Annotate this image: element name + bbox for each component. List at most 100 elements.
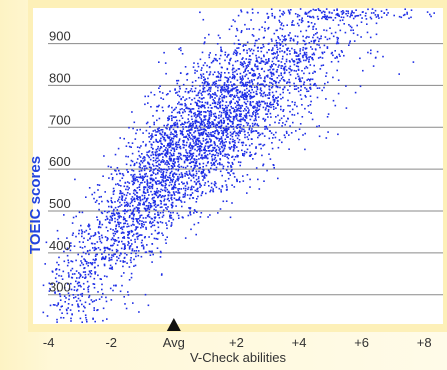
y-tick-400: 400 bbox=[49, 238, 71, 253]
data-point bbox=[200, 128, 203, 131]
data-point bbox=[240, 81, 242, 83]
data-point bbox=[218, 162, 221, 164]
data-point bbox=[164, 132, 167, 135]
data-point bbox=[225, 153, 228, 156]
data-point bbox=[138, 189, 141, 191]
data-point bbox=[122, 226, 125, 228]
data-point bbox=[231, 169, 233, 171]
data-point bbox=[245, 114, 248, 117]
data-point bbox=[212, 134, 214, 136]
data-point bbox=[154, 203, 157, 206]
data-point bbox=[229, 216, 232, 219]
data-point bbox=[139, 199, 142, 202]
data-point bbox=[175, 173, 177, 176]
data-point bbox=[235, 90, 238, 92]
data-point bbox=[157, 145, 159, 148]
data-point bbox=[227, 136, 229, 138]
data-point bbox=[269, 130, 271, 132]
data-point bbox=[170, 139, 173, 141]
data-point bbox=[246, 192, 248, 194]
data-point bbox=[230, 126, 233, 128]
data-point bbox=[55, 268, 58, 270]
data-point bbox=[112, 289, 114, 292]
data-point bbox=[148, 132, 150, 135]
data-point bbox=[307, 11, 310, 14]
data-point bbox=[228, 62, 230, 64]
data-point bbox=[186, 156, 188, 159]
data-point bbox=[225, 84, 228, 86]
data-point bbox=[169, 140, 172, 142]
data-point bbox=[245, 65, 248, 67]
data-point bbox=[232, 76, 234, 78]
data-point bbox=[193, 167, 195, 169]
data-point bbox=[256, 68, 259, 70]
data-point bbox=[127, 291, 129, 293]
data-point bbox=[137, 235, 140, 238]
data-point bbox=[204, 151, 206, 154]
data-point bbox=[189, 90, 192, 92]
data-point bbox=[125, 145, 128, 147]
data-point bbox=[245, 113, 247, 115]
data-point bbox=[184, 185, 187, 187]
data-point bbox=[65, 308, 68, 311]
data-point bbox=[298, 14, 301, 17]
data-point bbox=[122, 261, 125, 263]
data-point bbox=[224, 153, 226, 156]
data-point bbox=[235, 134, 237, 137]
data-point bbox=[236, 52, 238, 55]
data-point bbox=[281, 28, 284, 31]
data-point bbox=[143, 165, 145, 168]
data-point bbox=[230, 25, 233, 27]
data-point bbox=[87, 288, 90, 291]
data-point bbox=[154, 153, 157, 156]
data-point bbox=[193, 164, 196, 167]
data-point bbox=[184, 166, 187, 169]
data-point bbox=[210, 164, 213, 167]
data-point bbox=[182, 111, 184, 114]
data-point bbox=[223, 96, 226, 99]
data-point bbox=[338, 14, 340, 16]
data-point bbox=[270, 132, 273, 134]
data-point bbox=[218, 97, 221, 100]
data-point bbox=[184, 66, 187, 68]
data-point bbox=[191, 148, 194, 150]
data-point bbox=[197, 62, 199, 65]
data-point bbox=[201, 154, 203, 156]
data-point bbox=[239, 127, 242, 129]
data-point bbox=[194, 159, 196, 161]
data-point bbox=[177, 192, 179, 194]
data-point bbox=[244, 98, 246, 101]
data-point bbox=[252, 83, 254, 85]
data-point bbox=[227, 85, 229, 88]
data-point bbox=[204, 139, 207, 141]
data-point bbox=[200, 92, 202, 95]
data-point bbox=[207, 93, 210, 96]
data-point bbox=[140, 234, 143, 236]
data-point bbox=[326, 18, 329, 21]
data-point bbox=[184, 99, 186, 102]
data-point bbox=[287, 34, 290, 36]
data-point bbox=[312, 15, 314, 18]
data-point bbox=[162, 156, 164, 158]
data-point bbox=[231, 156, 233, 158]
data-point bbox=[204, 124, 206, 126]
data-point bbox=[257, 109, 259, 111]
data-point bbox=[142, 244, 144, 247]
data-point bbox=[342, 16, 345, 19]
data-point bbox=[197, 187, 199, 190]
data-point bbox=[67, 259, 69, 262]
data-point bbox=[246, 81, 249, 84]
data-point bbox=[189, 173, 191, 176]
data-point bbox=[227, 116, 229, 119]
data-point bbox=[133, 233, 135, 236]
data-point bbox=[128, 242, 130, 244]
data-point bbox=[325, 72, 328, 74]
data-point bbox=[167, 162, 170, 165]
data-point bbox=[167, 106, 170, 108]
data-point bbox=[166, 149, 169, 152]
data-point bbox=[251, 130, 254, 133]
data-point bbox=[124, 222, 126, 225]
data-point bbox=[272, 72, 274, 75]
data-point bbox=[168, 184, 170, 187]
data-point bbox=[167, 123, 169, 126]
